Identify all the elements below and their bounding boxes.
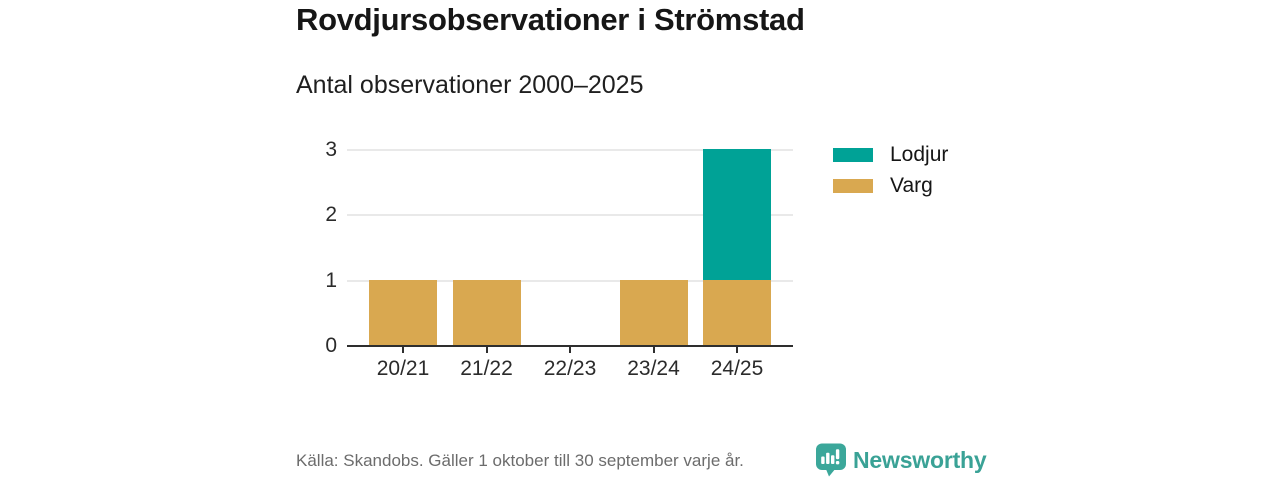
source-note: Källa: Skandobs. Gäller 1 oktober till 3… bbox=[296, 451, 744, 470]
x-axis-tick-label: 21/22 bbox=[460, 357, 513, 380]
y-axis-tick-label: 0 bbox=[325, 334, 337, 357]
x-axis-tick bbox=[569, 347, 571, 353]
x-axis-tick bbox=[652, 347, 655, 353]
x-axis-tick-label: 24/25 bbox=[710, 357, 764, 380]
x-axis-tick-label: 23/24 bbox=[627, 357, 680, 380]
y-axis-tick-label: 1 bbox=[325, 268, 337, 292]
bar-segment-varg-23-24 bbox=[619, 279, 688, 345]
x-axis-tick bbox=[485, 347, 488, 353]
legend-item-varg: Varg bbox=[833, 175, 948, 197]
legend-label: Varg bbox=[890, 174, 933, 197]
legend-item-lodjur: Lodjur bbox=[833, 144, 948, 166]
bar-segment-varg-24-25 bbox=[703, 279, 771, 345]
bar-segment-lodjur-24-25 bbox=[703, 149, 771, 280]
y-gridline bbox=[347, 149, 793, 151]
chart-subtitle: Antal observationer 2000–2025 bbox=[296, 71, 644, 99]
newsworthy-logo-icon bbox=[816, 443, 846, 477]
bar-segment-varg-20-21 bbox=[369, 279, 437, 345]
brand-lockup: Newsworthy bbox=[815, 443, 987, 477]
brand-wordmark: Newsworthy bbox=[853, 447, 987, 473]
legend-swatch-varg bbox=[833, 179, 873, 193]
y-axis-tick-label: 3 bbox=[325, 138, 337, 161]
x-axis-tick-label: 20/21 bbox=[376, 357, 430, 380]
x-axis-tick-label: 22/23 bbox=[543, 357, 597, 380]
x-axis-tick bbox=[736, 347, 738, 353]
x-axis-tick bbox=[402, 347, 404, 353]
y-axis-tick-label: 2 bbox=[325, 203, 337, 227]
y-gridline bbox=[347, 214, 793, 217]
chart-title: Rovdjursobservationer i Strömstad bbox=[296, 2, 805, 37]
legend-swatch-lodjur bbox=[833, 148, 873, 162]
bar-segment-varg-21-22 bbox=[452, 279, 521, 345]
legend-label: Lodjur bbox=[890, 143, 949, 166]
y-gridline bbox=[347, 279, 793, 282]
chart-legend: Lodjur Varg bbox=[833, 144, 948, 197]
x-axis-line bbox=[347, 345, 793, 347]
